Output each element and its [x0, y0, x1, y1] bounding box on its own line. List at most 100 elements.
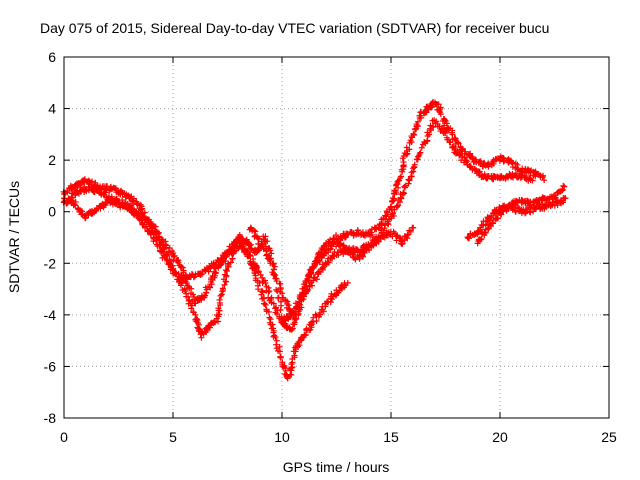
data-point	[177, 282, 184, 289]
series-track-a	[60, 99, 548, 341]
data-point	[263, 251, 270, 258]
data-point	[400, 159, 407, 166]
data-point	[182, 272, 189, 279]
data-point	[368, 229, 375, 236]
x-tick-labels: 0 5 10 15 20 25	[60, 429, 617, 445]
y-tick-label: 0	[48, 204, 56, 220]
data-point	[272, 334, 279, 341]
data-point	[490, 220, 497, 227]
data-point	[392, 187, 399, 194]
data-point	[229, 255, 236, 262]
y-tick-label: -8	[44, 410, 57, 426]
data-point	[227, 259, 234, 266]
data-point	[394, 203, 401, 210]
data-point	[199, 271, 206, 278]
data-point	[282, 365, 289, 372]
data-point	[371, 239, 378, 246]
data-point	[560, 182, 567, 189]
data-point	[406, 146, 413, 153]
data-point	[202, 292, 209, 299]
data-point	[393, 237, 400, 244]
data-point	[417, 149, 424, 156]
data-point	[497, 211, 504, 218]
data-point	[522, 206, 529, 213]
data-point	[316, 257, 323, 264]
data-point	[401, 183, 408, 190]
data-point	[185, 293, 192, 300]
data-point	[222, 267, 229, 274]
data-point	[239, 243, 246, 250]
data-point	[273, 345, 280, 352]
data-point	[190, 309, 197, 316]
data-point	[334, 290, 341, 297]
data-points	[60, 99, 569, 382]
data-point	[268, 250, 275, 257]
data-point	[211, 270, 218, 277]
data-point	[140, 221, 147, 228]
data-point	[208, 281, 215, 288]
data-point	[309, 282, 316, 289]
data-point	[416, 112, 423, 119]
data-point	[437, 111, 444, 118]
data-point	[275, 347, 282, 354]
y-tick-label: -6	[44, 358, 57, 374]
data-point	[396, 199, 403, 206]
data-point	[217, 292, 224, 299]
data-point	[272, 272, 279, 279]
data-point	[262, 233, 269, 240]
series-track-f	[474, 182, 568, 247]
data-point	[344, 279, 351, 286]
data-point	[327, 246, 334, 253]
data-point	[264, 238, 271, 245]
data-point	[270, 327, 277, 334]
data-point	[162, 241, 169, 248]
data-point	[119, 197, 126, 204]
data-point	[147, 230, 154, 237]
data-point	[376, 222, 383, 229]
data-point	[301, 289, 308, 296]
data-point	[139, 205, 146, 212]
data-point	[214, 318, 221, 325]
data-point	[104, 183, 111, 190]
data-point	[500, 158, 507, 165]
data-point	[411, 131, 418, 138]
series-track-c	[61, 195, 351, 382]
data-point	[398, 195, 405, 202]
data-point	[549, 201, 556, 208]
data-point	[71, 201, 78, 208]
data-point	[302, 284, 309, 291]
data-point	[329, 293, 336, 300]
data-point	[262, 301, 269, 308]
data-point	[330, 240, 337, 247]
data-point	[97, 186, 104, 193]
data-point	[223, 267, 230, 274]
data-point	[207, 284, 214, 291]
data-point	[85, 212, 92, 219]
data-point	[478, 235, 485, 242]
data-point	[305, 273, 312, 280]
data-point	[397, 173, 404, 180]
axis-ticks	[63, 56, 610, 419]
data-point	[302, 279, 309, 286]
data-point	[164, 257, 171, 264]
y-tick-label: 2	[48, 152, 56, 168]
data-point	[512, 208, 519, 215]
data-point	[436, 107, 443, 114]
data-point	[267, 316, 274, 323]
data-point	[155, 230, 162, 237]
data-point	[394, 181, 401, 188]
data-point	[329, 296, 336, 303]
data-point	[435, 101, 442, 108]
data-point	[263, 252, 270, 259]
data-point	[186, 296, 193, 303]
data-point	[222, 258, 229, 265]
data-point	[267, 260, 274, 267]
data-point	[284, 298, 291, 305]
data-point	[295, 300, 302, 307]
data-point	[153, 237, 160, 244]
data-point	[443, 120, 450, 127]
data-point	[382, 212, 389, 219]
data-point	[191, 273, 198, 280]
data-point	[271, 332, 278, 339]
